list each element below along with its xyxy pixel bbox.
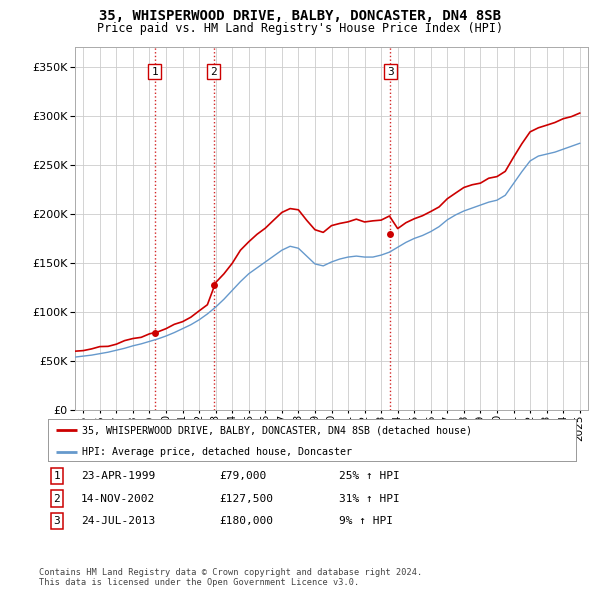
Text: 3: 3 [387,67,394,77]
Text: 9% ↑ HPI: 9% ↑ HPI [339,516,393,526]
Text: 14-NOV-2002: 14-NOV-2002 [81,494,155,503]
Text: 1: 1 [151,67,158,77]
Text: 35, WHISPERWOOD DRIVE, BALBY, DONCASTER, DN4 8SB: 35, WHISPERWOOD DRIVE, BALBY, DONCASTER,… [99,9,501,23]
Text: 24-JUL-2013: 24-JUL-2013 [81,516,155,526]
Text: 3: 3 [53,516,61,526]
Text: 23-APR-1999: 23-APR-1999 [81,471,155,481]
Text: 1: 1 [53,471,61,481]
Text: 2: 2 [53,494,61,503]
Text: Price paid vs. HM Land Registry's House Price Index (HPI): Price paid vs. HM Land Registry's House … [97,22,503,35]
Text: HPI: Average price, detached house, Doncaster: HPI: Average price, detached house, Donc… [82,447,352,457]
Text: 31% ↑ HPI: 31% ↑ HPI [339,494,400,503]
Text: £79,000: £79,000 [219,471,266,481]
Text: £180,000: £180,000 [219,516,273,526]
Text: 35, WHISPERWOOD DRIVE, BALBY, DONCASTER, DN4 8SB (detached house): 35, WHISPERWOOD DRIVE, BALBY, DONCASTER,… [82,425,472,435]
Text: £127,500: £127,500 [219,494,273,503]
Text: Contains HM Land Registry data © Crown copyright and database right 2024.
This d: Contains HM Land Registry data © Crown c… [39,568,422,587]
Text: 25% ↑ HPI: 25% ↑ HPI [339,471,400,481]
Text: 2: 2 [210,67,217,77]
